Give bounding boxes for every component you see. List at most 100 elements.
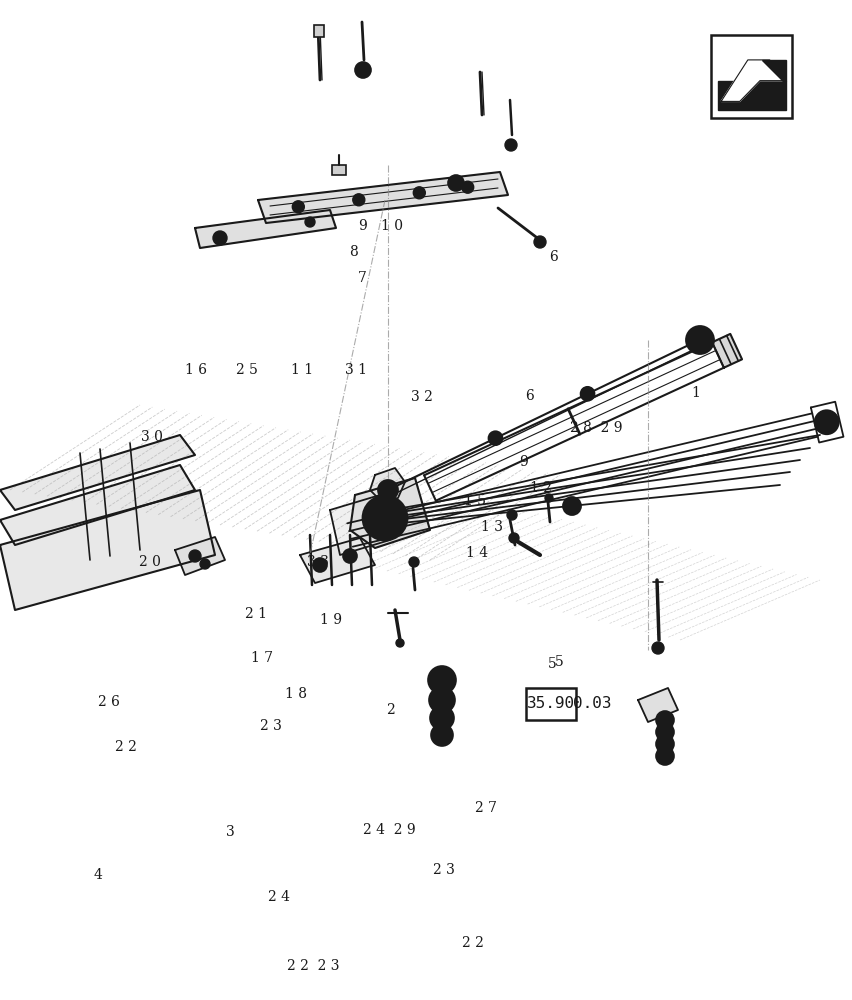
Circle shape [509,533,519,543]
Text: 3 2: 3 2 [411,390,433,404]
Polygon shape [370,468,405,502]
Circle shape [462,181,474,193]
Text: 2 8  2 9: 2 8 2 9 [570,421,623,435]
Text: 1 9: 1 9 [320,613,342,627]
Polygon shape [300,538,375,583]
Text: 1 7: 1 7 [251,651,273,665]
Text: 6: 6 [550,250,558,264]
Circle shape [545,494,553,502]
Text: 2 2: 2 2 [462,936,484,950]
Text: 9: 9 [358,219,366,233]
Text: 2 2  2 3: 2 2 2 3 [287,959,340,973]
Circle shape [656,711,674,729]
Circle shape [428,666,456,694]
Text: 1 6: 1 6 [185,363,207,377]
Text: 1 1: 1 1 [291,363,314,377]
Circle shape [430,706,454,730]
Circle shape [396,515,402,521]
Text: 1 4: 1 4 [466,546,488,560]
Text: 2 7: 2 7 [475,801,497,815]
Circle shape [505,139,517,151]
Circle shape [378,480,398,500]
Text: 2 0: 2 0 [139,555,161,569]
Circle shape [563,497,581,515]
Text: 2 3: 2 3 [260,719,282,733]
Circle shape [507,510,517,520]
Polygon shape [718,81,786,110]
Text: 1 3: 1 3 [481,520,504,534]
Polygon shape [195,210,336,248]
Circle shape [686,326,714,354]
Text: 5: 5 [548,657,556,671]
Polygon shape [175,537,225,575]
Text: 9: 9 [519,455,527,469]
Circle shape [413,187,425,199]
Text: 2 1: 2 1 [245,607,267,621]
Circle shape [656,723,674,741]
Text: 2 4  2 9: 2 4 2 9 [363,823,416,837]
Circle shape [200,559,210,569]
Circle shape [431,724,453,746]
Circle shape [371,507,377,513]
Circle shape [409,557,419,567]
Circle shape [386,528,392,534]
Text: 2 3: 2 3 [433,863,455,877]
Polygon shape [712,334,742,368]
Text: 1 0: 1 0 [381,219,403,233]
Circle shape [353,194,365,206]
Polygon shape [350,478,430,548]
Circle shape [580,387,595,401]
Circle shape [363,496,407,540]
Bar [711,35,792,118]
Circle shape [821,417,832,427]
Polygon shape [811,402,843,443]
Polygon shape [0,465,195,545]
Circle shape [534,236,546,248]
Circle shape [355,62,371,78]
Text: 7: 7 [358,271,366,285]
Circle shape [396,639,404,647]
Circle shape [189,550,201,562]
Circle shape [371,523,377,529]
Text: 3 0: 3 0 [141,430,163,444]
Polygon shape [0,490,215,610]
Bar [332,165,346,175]
Circle shape [656,747,674,765]
Text: 2 5: 2 5 [236,363,258,377]
Text: 1: 1 [692,386,700,400]
Circle shape [656,735,674,753]
Polygon shape [638,688,678,722]
Polygon shape [762,60,786,81]
Text: 2 4: 2 4 [268,890,291,904]
Circle shape [343,549,357,563]
Circle shape [213,231,227,245]
Circle shape [292,201,304,213]
Text: 1 5: 1 5 [463,494,486,508]
Polygon shape [721,60,783,101]
Text: 8: 8 [349,245,358,259]
Polygon shape [258,172,508,223]
Text: 1 8: 1 8 [285,687,307,701]
Bar [314,25,324,37]
Circle shape [488,431,503,445]
Text: 0.03: 0.03 [573,696,611,712]
Circle shape [379,512,391,524]
Text: 3 3: 3 3 [307,555,329,569]
Text: 2 6: 2 6 [98,695,120,709]
Circle shape [815,410,838,434]
Circle shape [429,687,455,713]
Text: 1 2: 1 2 [530,481,552,495]
Circle shape [386,502,392,508]
Text: 3: 3 [226,825,234,839]
Circle shape [305,217,315,227]
Text: 2: 2 [386,703,394,717]
Polygon shape [0,435,195,510]
Text: 4: 4 [94,868,102,882]
Circle shape [448,175,464,191]
Text: 35.90: 35.90 [527,696,575,712]
Polygon shape [330,495,390,555]
Text: 5: 5 [555,655,563,669]
Text: 2 2: 2 2 [115,740,137,754]
Circle shape [313,558,327,572]
Text: 3 1: 3 1 [345,363,367,377]
